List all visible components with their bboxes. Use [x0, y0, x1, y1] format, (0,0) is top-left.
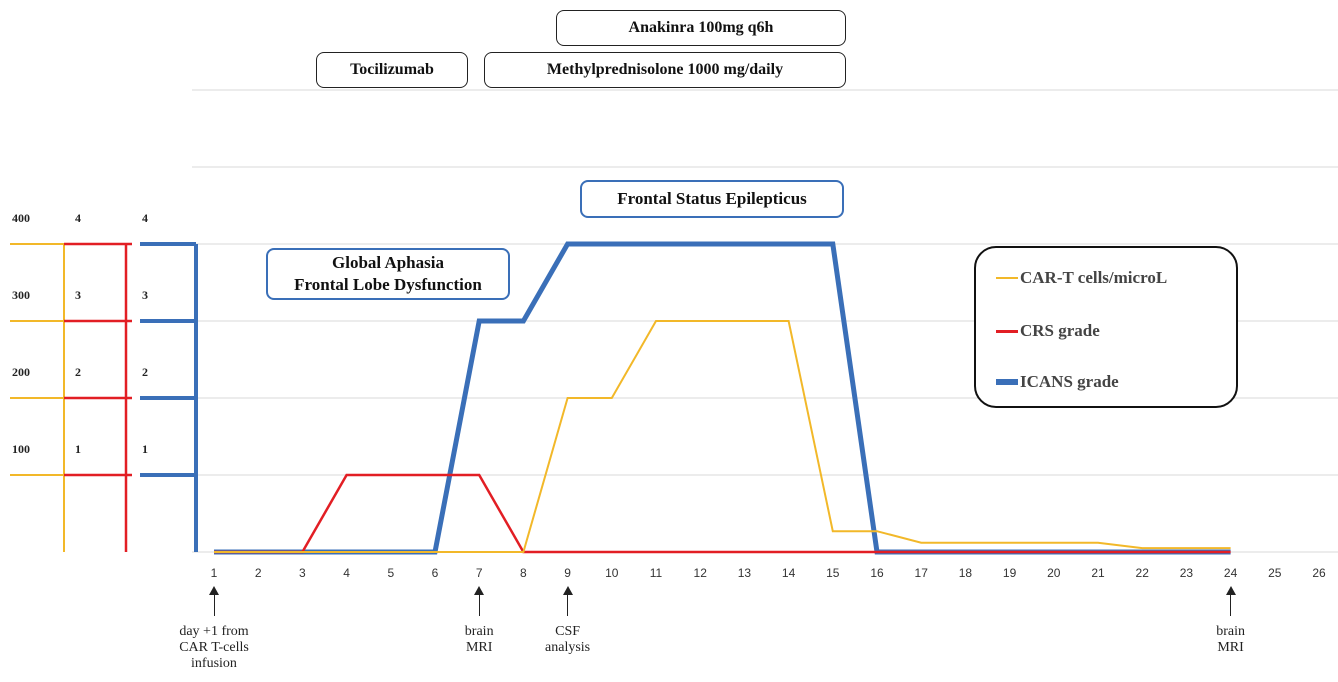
x-tick-label: 24: [1224, 566, 1238, 580]
x-tick-label: 5: [387, 566, 394, 580]
x-tick-label: 7: [476, 566, 483, 580]
x-tick-label: 12: [694, 566, 708, 580]
legend-swatch-cells: [996, 277, 1018, 279]
cells-axis-tick-label: 400: [12, 211, 30, 225]
annotation-day-1: day +1 from CAR T-cells infusion: [154, 624, 274, 672]
legend-swatch-icans: [996, 379, 1018, 385]
x-tick-label: 11: [650, 566, 663, 580]
annotation-day-7: brain MRI: [419, 624, 539, 656]
y-axes: 100 200 300 400 1 2 3 4 1 2 3 4: [10, 211, 198, 552]
annotation-line: brain: [1216, 624, 1245, 639]
x-tick-label: 17: [915, 566, 929, 580]
legend: CAR-T cells/microL CRS grade ICANS grade: [974, 246, 1238, 408]
annotation-line: infusion: [191, 656, 237, 671]
annotation-arrowhead: [1225, 586, 1236, 595]
x-tick-label: 25: [1268, 566, 1282, 580]
x-tick-label: 26: [1312, 566, 1326, 580]
series-line-cells: [214, 320, 1231, 553]
annotation-day-24: brain MRI: [1171, 624, 1291, 656]
annotation-line: brain: [464, 624, 494, 639]
annotation-line: analysis: [545, 640, 591, 655]
series-line-grade-crs: [214, 473, 1231, 554]
x-tick-label: 23: [1180, 566, 1194, 580]
annotation-arrow: [213, 594, 215, 616]
cells-axis-tick-label: 200: [12, 365, 30, 379]
annotation-line: CSF: [555, 624, 581, 639]
icans-axis-tick-label: 1: [142, 442, 148, 456]
legend-swatch-crs: [996, 329, 1018, 333]
annotation-arrowhead: [562, 586, 573, 595]
aphasia-line1: Global Aphasia: [332, 253, 444, 272]
x-tick-label: 21: [1091, 566, 1105, 580]
legend-label-cells: CAR-T cells/microL: [1020, 268, 1168, 287]
legend-item-crs: CRS grade: [976, 321, 1100, 341]
series-lines: [213, 241, 1231, 555]
crs-axis-tick-label: 4: [75, 211, 81, 225]
x-tick-label: 13: [738, 566, 752, 580]
x-tick-label: 14: [782, 566, 796, 580]
tocilizumab-box: Tocilizumab: [316, 52, 468, 88]
x-tick-label: 3: [299, 566, 306, 580]
aphasia-box: Global Aphasia Frontal Lobe Dysfunction: [266, 248, 510, 300]
annotation-day-9: CSF analysis: [508, 624, 628, 656]
x-tick-label: 20: [1047, 566, 1061, 580]
annotation-arrow: [1230, 594, 1232, 616]
x-tick-label: 4: [343, 566, 350, 580]
annotation-arrowhead: [209, 586, 219, 595]
aphasia-line2: Frontal Lobe Dysfunction: [294, 275, 482, 294]
x-tick-label: 2: [255, 566, 262, 580]
annotation-line: day +1 from: [179, 624, 249, 639]
x-tick-label: 9: [564, 566, 571, 580]
methylprednisolone-box: Methylprednisolone 1000 mg/daily: [484, 52, 846, 88]
annotation-line: CAR T-cells: [179, 640, 249, 655]
icans-axis-tick-label: 2: [142, 365, 148, 379]
anakinra-box: Anakinra 100mg q6h: [556, 10, 846, 46]
x-tick-label: 8: [520, 566, 527, 580]
annotation-line: MRI: [465, 640, 493, 655]
x-tick-label: 6: [432, 566, 439, 580]
cells-axis-tick-label: 300: [12, 288, 30, 302]
x-tick-label: 18: [959, 566, 973, 580]
crs-axis-tick-label: 1: [75, 442, 81, 456]
x-tick-label: 22: [1136, 566, 1150, 580]
legend-label-crs: CRS grade: [1020, 321, 1100, 340]
crs-axis-tick-label: 3: [75, 288, 81, 302]
x-tick-label: 16: [870, 566, 884, 580]
legend-label-icans: ICANS grade: [1020, 372, 1119, 391]
legend-item-icans: ICANS grade: [976, 372, 1119, 392]
x-tick-label: 10: [605, 566, 619, 580]
annotation-arrow: [478, 594, 480, 616]
cells-axis-tick-label: 100: [12, 442, 30, 456]
icans-axis-tick-label: 3: [142, 288, 148, 302]
annotation-arrowhead: [474, 586, 485, 595]
status-epilepticus-box: Frontal Status Epilepticus: [580, 180, 844, 218]
icans-axis-tick-label: 4: [142, 211, 148, 225]
crs-axis-tick-label: 2: [75, 365, 81, 379]
x-tick-label: 1: [211, 566, 218, 580]
legend-item-cells: CAR-T cells/microL: [976, 268, 1167, 288]
x-tick-label: 15: [826, 566, 840, 580]
x-tick-labels: 1 2 3 4 5 6 7 8 9 10 11 12 13 14 15 16 17 18 19 20 21 22 23 24 2…: [211, 566, 1326, 580]
x-tick-label: 19: [1003, 566, 1017, 580]
annotation-line: MRI: [1217, 640, 1244, 655]
annotation-arrow: [567, 594, 569, 616]
